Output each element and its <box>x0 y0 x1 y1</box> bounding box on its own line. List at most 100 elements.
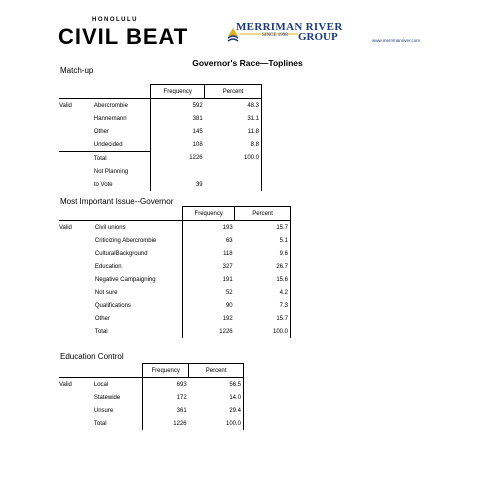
row-label: Hannemann <box>93 112 152 125</box>
issue-title: Most Important Issue--Governor <box>60 197 174 206</box>
row-frequency: 193 <box>222 224 233 231</box>
row-label: Other <box>94 312 184 325</box>
row-percent: 4.2 <box>234 286 291 299</box>
row-percent: 15.6 <box>234 273 291 286</box>
table-header-row: Frequency Percent <box>59 84 262 99</box>
row-frequency: 592 <box>192 102 203 109</box>
row-percent: 15.7 <box>234 312 291 325</box>
row-label: Total <box>93 417 144 430</box>
row-percent: 5.1 <box>234 234 291 247</box>
row-label: Statewide <box>93 391 144 404</box>
row-percent: 7.3 <box>234 299 291 312</box>
col-frequency: Frequency <box>142 363 190 378</box>
row-percent: 26.7 <box>234 260 291 273</box>
row-frequency: 63 <box>225 237 233 244</box>
col-percent: Percent <box>188 363 244 378</box>
education-title: Education Control <box>60 352 124 361</box>
row-percent: 48.3 <box>204 98 262 112</box>
row-percent: 29.4 <box>188 404 244 417</box>
row-frequency: 1226 <box>173 420 187 427</box>
table-header-row: Frequency Percent <box>59 206 291 221</box>
civil-beat-logo: CIVIL BEAT <box>58 24 189 49</box>
merriman-group: GROUP <box>298 31 338 43</box>
valid-label: Valid <box>59 102 72 109</box>
page-title: Governor's Race—Toplines <box>192 58 303 68</box>
row-percent: 9.6 <box>234 247 291 260</box>
merriman-river-title: MERRIMAN RIVER <box>236 21 343 33</box>
row-percent: 31.1 <box>204 112 262 125</box>
row-label: Undecided <box>93 138 152 152</box>
valid-label: Valid <box>59 224 72 231</box>
row-percent: 8.8 <box>204 138 262 152</box>
civil-beat-logo-small: HONOLULU <box>92 17 138 23</box>
row-frequency: 39 <box>195 181 203 188</box>
row-frequency: 381 <box>192 115 203 122</box>
merriman-since: SINCE 1998 <box>262 33 288 38</box>
table-row: Valid Local 693 56.5 <box>59 377 244 391</box>
row-percent: 14.0 <box>188 391 244 404</box>
row-percent: 100.0 <box>204 151 262 165</box>
row-percent: 100.0 <box>188 417 244 430</box>
row-frequency: 90 <box>225 302 233 309</box>
row-frequency: 327 <box>222 263 233 270</box>
table-row: Education 327 26.7 <box>59 260 291 273</box>
row-frequency: 191 <box>222 276 233 283</box>
row-label: Abercrombie <box>93 98 152 112</box>
row-label: Not sure <box>94 286 184 299</box>
table-row: Undecided 108 8.8 <box>59 138 262 152</box>
education-table: Frequency Percent Valid Local 693 56.5 S… <box>59 363 244 430</box>
table-header-row: Frequency Percent <box>59 363 244 378</box>
table-row: Other 145 11.8 <box>59 125 262 138</box>
table-row: Valid Abercrombie 592 48.3 <box>59 98 262 112</box>
row-frequency: 145 <box>192 128 203 135</box>
col-frequency: Frequency <box>182 206 236 221</box>
table-row: Total 1226 100.0 <box>59 417 244 430</box>
row-label: Education <box>94 260 184 273</box>
matchup-table: Frequency Percent Valid Abercrombie 592 … <box>59 84 262 191</box>
row-label: to Vote <box>93 178 152 191</box>
row-label: Local <box>93 377 144 391</box>
col-percent: Percent <box>234 206 291 221</box>
table-row: Other 192 15.7 <box>59 312 291 325</box>
row-frequency: 361 <box>176 407 187 414</box>
merriman-url: www.merrimanriver.com <box>372 38 421 43</box>
row-frequency: 52 <box>225 289 233 296</box>
col-percent: Percent <box>204 84 262 99</box>
row-label: Civil unions <box>94 220 184 234</box>
row-frequency: 693 <box>176 381 187 388</box>
table-row: CulturalBackground 118 9.6 <box>59 247 291 260</box>
merriman-river-logo-icon <box>227 28 298 42</box>
table-row: Valid Civil unions 193 15.7 <box>59 220 291 234</box>
row-frequency: 1226 <box>189 155 203 162</box>
matchup-title: Match-up <box>60 66 94 75</box>
row-label: Other <box>93 125 152 138</box>
table-row: Hannemann 381 31.1 <box>59 112 262 125</box>
table-row: Statewide 172 14.0 <box>59 391 244 404</box>
table-row: Negative Campaigning 191 15.6 <box>59 273 291 286</box>
table-row: Total 1226 100.0 <box>59 325 291 338</box>
row-label: Total <box>93 151 152 165</box>
table-row: Criticizing Abercrombie 63 5.1 <box>59 234 291 247</box>
table-row: Qualifications 90 7.3 <box>59 299 291 312</box>
row-label: Negative Campaigning <box>94 273 184 286</box>
valid-label: Valid <box>59 381 72 388</box>
col-frequency: Frequency <box>150 84 206 99</box>
row-percent: 100.0 <box>234 325 291 338</box>
row-label: Criticizing Abercrombie <box>94 234 184 247</box>
sunburst-icon <box>227 28 239 42</box>
row-percent: 15.7 <box>234 220 291 234</box>
issue-table: Frequency Percent Valid Civil unions 193… <box>59 206 291 338</box>
row-label: Not Planning <box>93 165 152 178</box>
row-label: Total <box>94 325 184 338</box>
row-percent: 56.5 <box>188 377 244 391</box>
table-row: Not sure 52 4.2 <box>59 286 291 299</box>
row-label: Unsure <box>93 404 144 417</box>
row-frequency: 108 <box>192 141 203 148</box>
table-row: Unsure 361 29.4 <box>59 404 244 417</box>
row-frequency: 1226 <box>219 328 233 335</box>
table-row: to Vote 39 <box>59 178 262 191</box>
table-row: Total 1226 100.0 <box>59 151 262 165</box>
row-frequency: 192 <box>222 315 233 322</box>
row-label: CulturalBackground <box>94 247 184 260</box>
row-percent: 11.8 <box>204 125 262 138</box>
